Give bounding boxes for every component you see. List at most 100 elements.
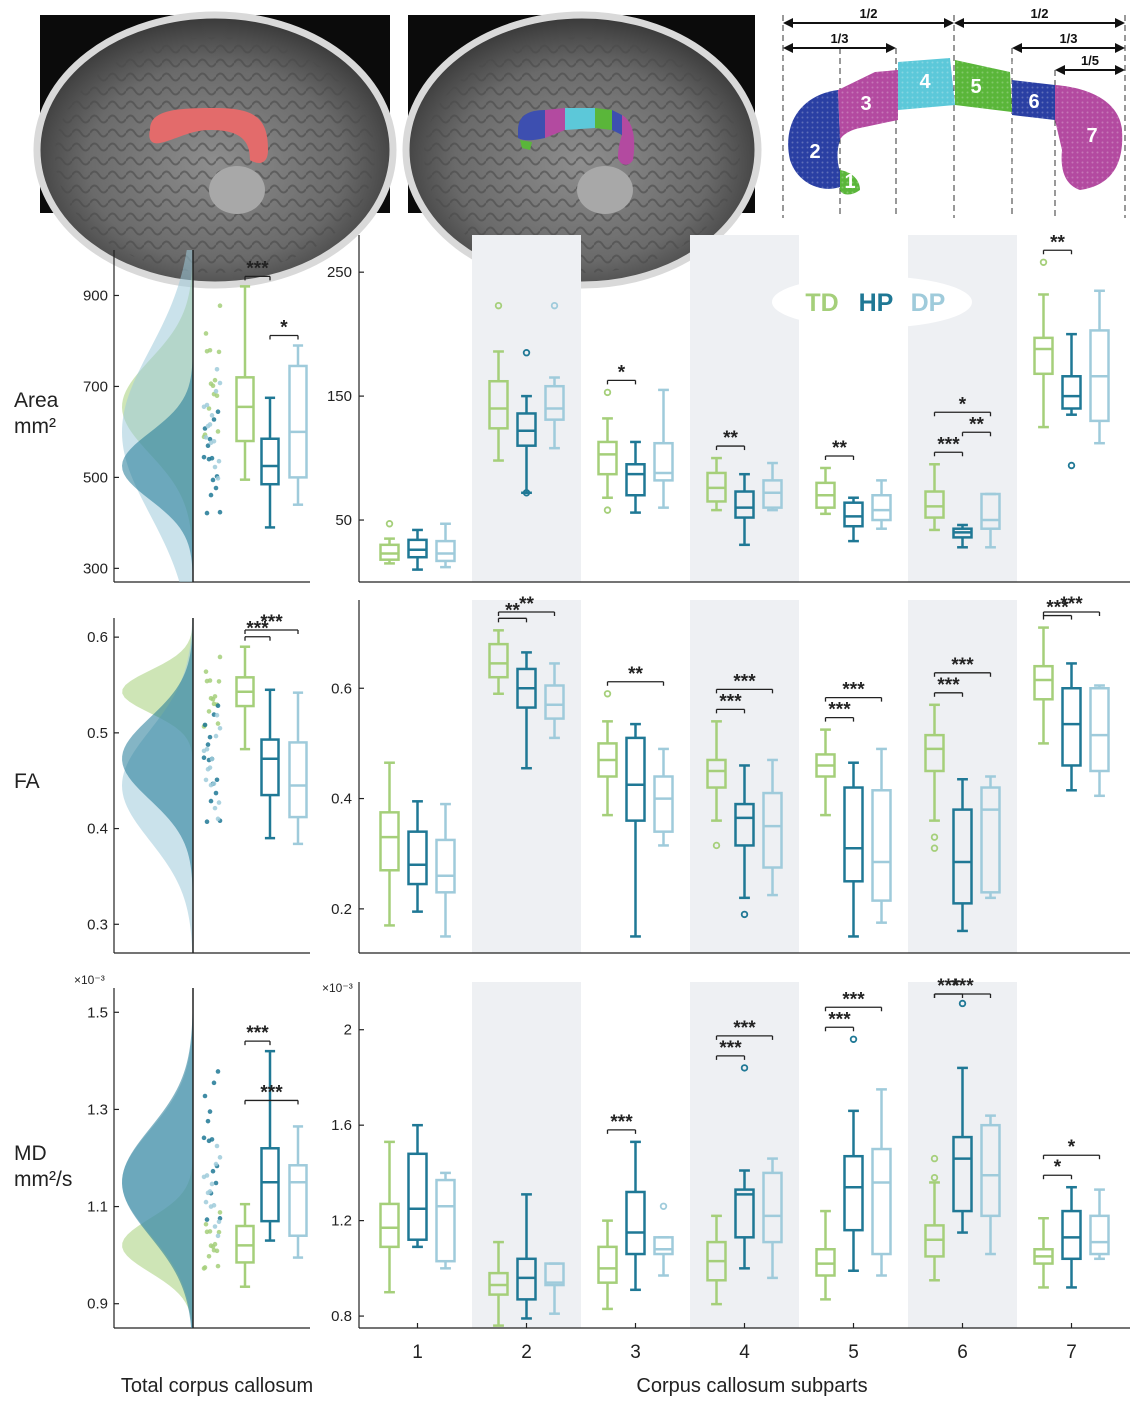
- significance-bracket: *: [269, 318, 299, 340]
- significance-label: ***: [937, 675, 960, 696]
- significance-bracket: ***: [933, 434, 964, 457]
- box-td: [1033, 258, 1054, 429]
- data-point: [212, 1224, 218, 1229]
- box-iqr: [625, 463, 646, 497]
- data-point: [203, 669, 209, 674]
- y-tick-label: 2: [344, 1022, 352, 1039]
- data-point: [217, 509, 223, 515]
- box-iqr: [924, 490, 945, 519]
- box-iqr: [706, 758, 727, 789]
- box-iqr: [435, 1178, 456, 1263]
- box-iqr: [1061, 1209, 1082, 1261]
- box-iqr: [924, 733, 945, 773]
- box-td: [235, 1202, 255, 1288]
- data-point: [206, 709, 212, 714]
- significance-bracket: **: [497, 600, 528, 623]
- outlier: [385, 520, 394, 528]
- significance-bracket: ***: [715, 671, 774, 694]
- significance-label: ***: [719, 1038, 742, 1059]
- segment-number: 6: [1028, 91, 1039, 113]
- data-point: [208, 492, 214, 498]
- row-label-fa: FA: [14, 770, 40, 793]
- significance-label: **: [723, 428, 738, 449]
- y-tick-label: 300: [83, 560, 108, 577]
- data-point: [215, 1263, 221, 1269]
- category-shade: [908, 600, 1017, 953]
- fraction-label: 1/3: [1059, 31, 1077, 46]
- arrow-head: [783, 18, 793, 28]
- data-point: [209, 413, 215, 418]
- data-point: [201, 1135, 207, 1141]
- significance-label: ***: [828, 700, 851, 721]
- box-td: [815, 466, 836, 516]
- box-iqr: [235, 376, 255, 443]
- data-point: [212, 377, 218, 383]
- data-point: [217, 654, 223, 660]
- significance-label: ***: [246, 1023, 269, 1044]
- data-point: [213, 733, 219, 739]
- box-iqr: [379, 811, 400, 872]
- data-point: [203, 1221, 209, 1227]
- data-point: [208, 1204, 214, 1209]
- legend-hp: HP: [859, 289, 894, 317]
- box-iqr: [597, 1245, 618, 1284]
- jitter-points: [201, 1069, 223, 1271]
- data-point: [203, 777, 209, 783]
- data-point: [216, 800, 222, 805]
- significance-bracket: **: [1042, 232, 1073, 255]
- box-iqr: [653, 775, 674, 833]
- fraction-label: 1/5: [1081, 53, 1099, 68]
- box-iqr: [952, 1135, 973, 1213]
- box-dp: [871, 747, 892, 924]
- box-td: [924, 703, 945, 852]
- density-hp: [122, 250, 193, 582]
- y-tick-label: 1.1: [87, 1199, 108, 1216]
- data-point: [213, 1161, 219, 1167]
- y-tick-label: 900: [83, 287, 108, 304]
- segment-number: 5: [970, 76, 981, 98]
- data-point: [215, 476, 221, 481]
- box-iqr: [734, 802, 755, 847]
- data-point: [209, 756, 215, 762]
- box-dp: [653, 747, 674, 847]
- data-point: [211, 1247, 217, 1253]
- data-point: [204, 678, 210, 684]
- box-td: [379, 1140, 400, 1294]
- row-label-md-unit: mm²/s: [14, 1168, 72, 1191]
- xlabel-total: Total corpus callosum: [121, 1375, 313, 1397]
- data-point: [212, 694, 218, 699]
- data-point: [213, 485, 219, 491]
- segment-number: 3: [860, 93, 871, 115]
- box-td: [706, 1214, 727, 1306]
- data-point: [216, 349, 222, 355]
- box-iqr: [1033, 664, 1054, 701]
- y-tick-label: 150: [327, 388, 352, 405]
- data-point: [206, 1254, 212, 1259]
- box-hp: [952, 999, 973, 1234]
- density-violins: [122, 250, 193, 582]
- data-point: [208, 381, 214, 387]
- box-td: [379, 520, 400, 565]
- y-tick-label: 0.3: [87, 916, 108, 933]
- box-iqr: [544, 1262, 565, 1287]
- box-dp: [288, 344, 308, 506]
- data-point: [204, 819, 210, 825]
- box-iqr: [871, 1147, 892, 1256]
- mri-image-segmented: [402, 11, 762, 289]
- data-point: [208, 798, 214, 804]
- box-iqr: [871, 494, 892, 522]
- segmentation-schematic: 1 2 3 4 5 6 7 1/2 1/2 1/3 1/3 1/5: [782, 6, 1126, 218]
- box-hp: [843, 496, 864, 543]
- significance-bracket: *: [1042, 1137, 1101, 1160]
- box-td: [1033, 1216, 1054, 1289]
- box-hp: [734, 472, 755, 547]
- segment-number: 1: [844, 171, 855, 193]
- box-dp: [1089, 289, 1110, 445]
- box-td: [706, 456, 727, 512]
- box-td: [924, 1154, 945, 1282]
- box-hp: [734, 764, 755, 919]
- box-iqr: [1089, 687, 1110, 773]
- data-point: [211, 417, 217, 422]
- data-point: [210, 477, 216, 483]
- box-td: [488, 629, 509, 696]
